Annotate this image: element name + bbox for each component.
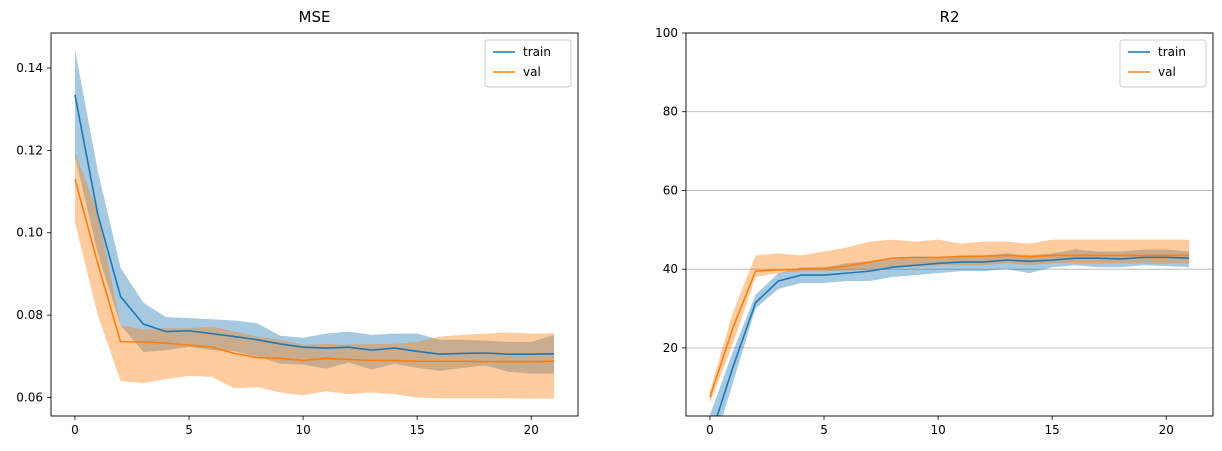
line-train [74,94,555,356]
x-tick-label: 15 [410,423,425,437]
legend-label-val: val [523,65,541,79]
x-tick-label: 15 [1045,423,1060,437]
x-tick-label: 10 [295,423,310,437]
y-tick-label: 20 [663,341,678,355]
x-axis-ticks: 0 5 10 15 20 [706,416,1174,437]
x-tick-label: 5 [185,423,193,437]
y-tick-label: 0.12 [16,143,43,157]
chart-title: R2 [940,8,960,26]
x-tick-label: 20 [524,423,539,437]
y-tick-label: 0.14 [16,61,43,75]
x-tick-label: 0 [71,423,79,437]
legend-label-train: train [1158,45,1186,59]
y-tick-label: 0.08 [16,308,43,322]
y-axis-ticks: 0.06 0.08 0.10 0.12 0.14 [16,61,51,404]
y-tick-label: 0.06 [16,390,43,404]
plot-layer [74,49,555,399]
line-val [709,254,1190,398]
band-val [74,152,555,399]
x-axis-ticks: 0 5 10 15 20 [71,416,539,437]
chart-title: MSE [299,8,331,26]
x-tick-label: 0 [706,423,714,437]
mse-chart: MSE 0 5 10 15 20 0.06 0.08 0.10 0.12 0.14 train … [16,8,579,437]
line-train [716,256,1190,416]
plot-frame [685,32,1214,417]
y-tick-label: 0.10 [16,226,43,240]
y-tick-label: 80 [663,105,678,119]
y-tick-label: 100 [655,26,678,40]
legend: train val [1119,39,1207,88]
plot-frame [50,32,579,417]
legend-label-train: train [523,45,551,59]
legend-label-val: val [1158,65,1176,79]
line-val [74,178,555,363]
y-tick-label: 40 [663,262,678,276]
plot-layer [709,239,1190,416]
y-tick-label: 60 [663,183,678,197]
x-tick-label: 10 [930,423,945,437]
y-axis-ticks: 20 40 60 80 100 [655,26,686,355]
x-tick-label: 20 [1159,423,1174,437]
r2-chart: R2 0 5 10 15 20 20 40 60 80 100 train val [655,8,1214,437]
x-tick-label: 5 [820,423,828,437]
legend: train val [484,39,572,88]
